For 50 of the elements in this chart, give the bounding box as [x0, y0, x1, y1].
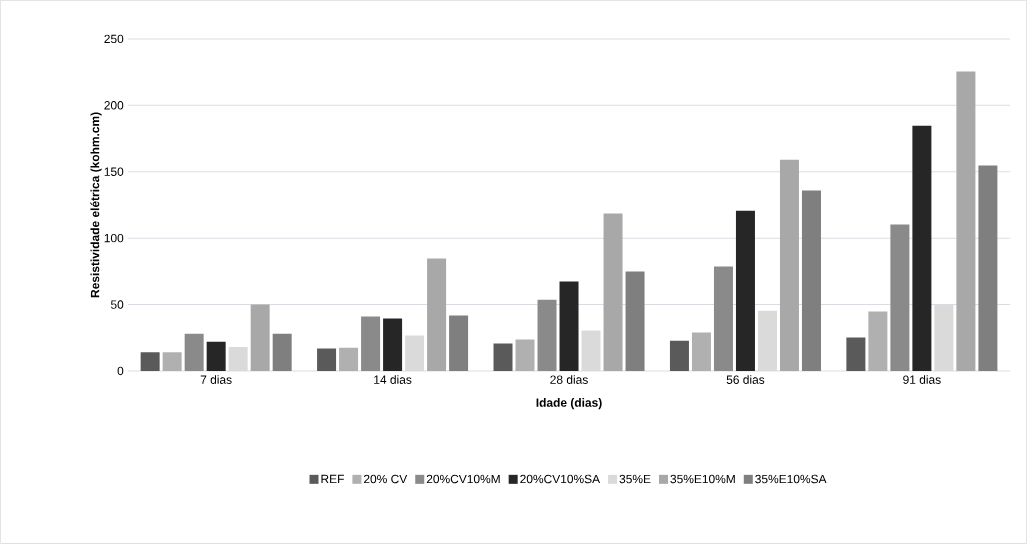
- bar: [493, 343, 513, 372]
- x-tick-label: 56 dias: [726, 375, 765, 384]
- bar: [978, 165, 998, 372]
- y-tick-label: 100: [104, 233, 124, 243]
- bar: [272, 333, 292, 372]
- x-tick-label: 7 dias: [200, 375, 232, 384]
- bar: [779, 159, 799, 372]
- bar: [868, 311, 888, 372]
- legend-label: 35%E10%SA: [755, 474, 827, 484]
- bar: [427, 258, 447, 372]
- legend-label: 35%E: [619, 474, 651, 484]
- legend-label: 20%CV10%M: [426, 474, 500, 484]
- legend-label: REF: [321, 474, 344, 484]
- bar: [801, 190, 821, 372]
- y-tick-label: 250: [104, 34, 124, 44]
- bar: [669, 340, 689, 372]
- bar: [890, 224, 910, 372]
- y-tick-label: 150: [104, 167, 124, 176]
- y-tick-label: 50: [110, 300, 124, 309]
- bar: [912, 125, 932, 372]
- y-axis-title: Resistividade elétrica (kohm.cm): [90, 112, 102, 298]
- bar: [846, 337, 866, 372]
- y-tick-label: 0: [117, 366, 124, 376]
- bar: [515, 339, 535, 372]
- x-tick-label: 14 dias: [374, 375, 412, 384]
- bar: [317, 348, 337, 372]
- bar: [361, 316, 381, 372]
- legend-label: 20% CV: [363, 474, 408, 484]
- bar: [184, 333, 204, 372]
- bar: [603, 213, 623, 372]
- bar: [250, 304, 270, 372]
- bar: [206, 341, 226, 372]
- bar: [339, 347, 359, 372]
- legend-label: 20%CV10%SA: [520, 474, 601, 484]
- bar: [625, 271, 645, 372]
- bar: [559, 281, 579, 372]
- bar: [537, 299, 557, 372]
- x-axis-title: Idade (dias): [536, 398, 602, 410]
- y-tick-label: 200: [104, 101, 124, 110]
- bar: [956, 71, 976, 372]
- x-tick-label: 91 dias: [903, 375, 941, 384]
- bar: [162, 352, 182, 372]
- bar: [691, 332, 711, 372]
- legend-label: 35%E10%M: [670, 474, 735, 484]
- bar: [713, 266, 733, 372]
- bar: [140, 352, 160, 372]
- bar: [449, 315, 469, 372]
- bar: [735, 210, 755, 372]
- x-tick-label: 28 dias: [550, 375, 588, 384]
- bar: [383, 318, 403, 372]
